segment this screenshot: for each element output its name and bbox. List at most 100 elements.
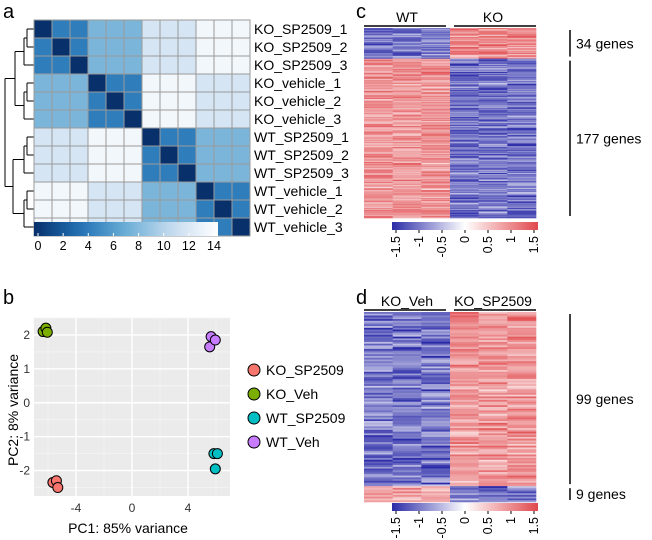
heatmap-cell bbox=[51, 199, 71, 219]
heatmap-cell bbox=[392, 366, 422, 369]
heatmap-cell bbox=[364, 178, 393, 180]
heatmap-cell bbox=[392, 55, 422, 58]
heatmap-cell bbox=[478, 132, 508, 134]
heatmap-cell bbox=[478, 35, 508, 37]
heatmap-cell bbox=[450, 161, 479, 163]
heatmap-cell bbox=[421, 392, 451, 395]
heatmap-cell bbox=[450, 47, 479, 50]
heatmap-cell bbox=[421, 168, 451, 170]
heatmap-cell bbox=[478, 213, 508, 215]
heatmap-cell bbox=[478, 58, 508, 60]
heatmap-cell bbox=[450, 171, 479, 173]
heatmap-cell bbox=[507, 456, 537, 459]
heatmap-cell bbox=[364, 96, 393, 98]
heatmap-cell bbox=[507, 133, 537, 135]
heatmap-cell bbox=[450, 217, 479, 219]
heatmap-cell bbox=[478, 433, 508, 436]
colorbar-tick-label: 1 bbox=[504, 517, 518, 524]
heatmap-cell bbox=[450, 119, 479, 122]
heatmap-cell bbox=[421, 493, 451, 496]
heatmap-cell bbox=[392, 326, 422, 329]
column-label: KO_SP2509 bbox=[454, 293, 532, 309]
heatmap-cell bbox=[507, 162, 537, 164]
heatmap-cell bbox=[507, 214, 537, 216]
heatmap-cell bbox=[364, 184, 393, 186]
heatmap-cell bbox=[450, 412, 479, 415]
heatmap-cell bbox=[450, 364, 479, 367]
heatmap-cell bbox=[450, 465, 479, 468]
heatmap-cell bbox=[507, 80, 537, 82]
heatmap-cell bbox=[421, 391, 451, 394]
heatmap-cell bbox=[364, 85, 393, 87]
heatmap-cell bbox=[392, 207, 422, 209]
heatmap-cell bbox=[450, 191, 479, 194]
y-tick-label: -1 bbox=[19, 430, 30, 444]
legend-marker bbox=[247, 363, 261, 377]
heatmap-cell bbox=[507, 129, 537, 131]
heatmap-cell bbox=[507, 352, 537, 355]
heatmap-cell bbox=[421, 454, 451, 457]
heatmap-cell bbox=[392, 73, 422, 76]
heatmap-cell bbox=[421, 194, 451, 196]
heatmap-cell bbox=[478, 414, 508, 417]
heatmap-cell bbox=[478, 392, 508, 395]
heatmap-cell bbox=[421, 482, 451, 485]
heatmap-cell bbox=[69, 181, 89, 201]
heatmap-cell bbox=[364, 108, 393, 110]
heatmap-cell bbox=[69, 37, 89, 57]
heatmap-cell bbox=[392, 329, 422, 332]
heatmap-cell bbox=[507, 341, 537, 344]
heatmap-cell bbox=[478, 315, 508, 318]
heatmap-cell bbox=[392, 106, 422, 108]
colorbar-tick-label: 12 bbox=[182, 239, 196, 253]
heatmap-cell bbox=[141, 19, 161, 39]
heatmap-cell bbox=[507, 433, 537, 436]
heatmap-cell bbox=[421, 333, 451, 336]
heatmap-cell bbox=[507, 463, 537, 466]
heatmap-cell bbox=[507, 57, 537, 59]
heatmap-cell bbox=[507, 398, 537, 401]
heatmap-cell bbox=[392, 407, 422, 410]
heatmap-cell bbox=[478, 215, 508, 217]
heatmap-cell bbox=[421, 44, 451, 46]
heatmap-cell bbox=[421, 385, 451, 388]
heatmap-cell bbox=[392, 322, 422, 325]
heatmap-cell bbox=[364, 109, 393, 111]
heatmap-cell bbox=[392, 137, 422, 140]
heatmap-cell bbox=[364, 196, 393, 198]
heatmap-cell bbox=[450, 28, 479, 31]
heatmap-cell bbox=[364, 205, 393, 207]
heatmap-cell bbox=[450, 431, 479, 434]
heatmap-cell bbox=[507, 157, 537, 159]
heatmap-cell bbox=[507, 500, 537, 503]
heatmap-cell bbox=[450, 99, 479, 101]
dendrogram-branch bbox=[14, 51, 24, 106]
heatmap-cell bbox=[478, 193, 508, 195]
heatmap-cell bbox=[421, 39, 451, 41]
heatmap-cell bbox=[364, 452, 393, 455]
heatmap-cell bbox=[507, 375, 537, 378]
heatmap-cell bbox=[450, 179, 479, 181]
heatmap-cell bbox=[421, 70, 451, 72]
legend-marker bbox=[247, 411, 261, 425]
heatmap-cell bbox=[421, 491, 451, 494]
heatmap-cell bbox=[421, 129, 451, 131]
heatmap-cell bbox=[364, 82, 393, 84]
heatmap-cell bbox=[507, 115, 537, 117]
heatmap-cell bbox=[450, 479, 479, 482]
heatmap-cell bbox=[450, 343, 479, 346]
heatmap-cell bbox=[507, 182, 537, 185]
heatmap-cell bbox=[507, 145, 537, 147]
heatmap-cell bbox=[478, 69, 508, 71]
heatmap-cell bbox=[478, 32, 508, 34]
heatmap-cell bbox=[507, 371, 537, 374]
heatmap-cell bbox=[507, 118, 537, 120]
heatmap-cell bbox=[478, 62, 508, 64]
heatmap-cell bbox=[392, 164, 422, 167]
heatmap-cell bbox=[450, 172, 479, 174]
heatmap-cell bbox=[507, 46, 537, 49]
heatmap-cell bbox=[364, 49, 393, 51]
heatmap-cell bbox=[507, 150, 537, 152]
heatmap-cell bbox=[478, 180, 508, 182]
